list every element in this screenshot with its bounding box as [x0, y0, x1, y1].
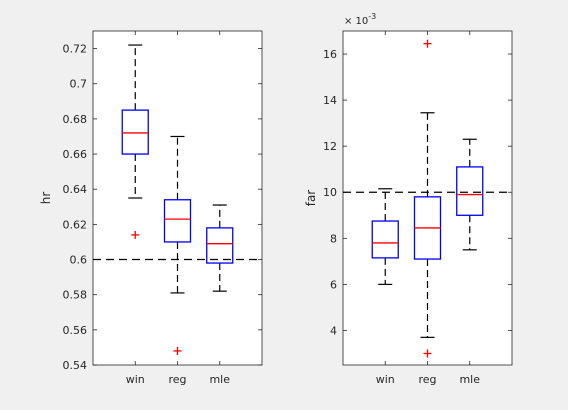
- box-far-win: [371, 220, 399, 259]
- y-tick-label-far-4: 12: [323, 140, 337, 153]
- y-tick-label-far-0: 4: [330, 324, 337, 337]
- y-tick-label-hr-5: 0.64: [63, 183, 88, 196]
- box-far-mle: [456, 166, 484, 216]
- y-tick-label-hr-0: 0.54: [63, 359, 88, 372]
- y-tick-label-hr-3: 0.6: [70, 254, 88, 267]
- x-tick-label-hr-reg: reg: [168, 373, 186, 386]
- y-tick-label-far-3: 10: [323, 186, 337, 199]
- y-tick-label-far-2: 8: [330, 232, 337, 245]
- panel-hr: 0.54 0.56 0.58 0.6 0.62 0.64 0.66 0.68 0.7 0.72 w…: [39, 30, 263, 386]
- boxes-hr: [93, 44, 262, 355]
- y-tick-label-hr-6: 0.66: [63, 148, 88, 161]
- y-tick-label-hr-1: 0.56: [63, 324, 88, 337]
- x-ticks-hr: win reg mle: [126, 31, 230, 386]
- y-axis-label-far: far: [304, 190, 318, 207]
- y-tick-label-hr-4: 0.62: [63, 218, 88, 231]
- x-tick-label-hr-win: win: [126, 373, 145, 386]
- exponent-power: -3: [368, 12, 376, 21]
- y-tick-label-far-5: 14: [323, 94, 337, 107]
- y-tick-label-hr-7: 0.68: [63, 113, 88, 126]
- y-ticks-far: 4 6 8 10 12 14 16: [323, 48, 512, 337]
- x-tick-label-far-reg: reg: [418, 373, 436, 386]
- y-exponent-label-far: × 10-3: [344, 12, 376, 27]
- x-tick-label-far-mle: mle: [459, 373, 480, 386]
- box-hr-reg: [163, 199, 192, 243]
- x-tick-label-far-win: win: [376, 373, 395, 386]
- boxes-far: [343, 39, 512, 358]
- y-tick-label-far-6: 16: [323, 48, 337, 61]
- exponent-base: × 10: [344, 16, 368, 27]
- outlier-far-reg-0: [423, 39, 432, 48]
- y-tick-label-hr-8: 0.7: [70, 78, 88, 91]
- box-hr-mle: [206, 227, 234, 264]
- y-tick-label-hr-9: 0.72: [63, 43, 88, 56]
- y-ticks-hr: 0.54 0.56 0.58 0.6 0.62 0.64 0.66 0.68 0.7 0.72: [63, 43, 262, 372]
- y-tick-label-hr-2: 0.58: [63, 289, 88, 302]
- outlier-far-reg-1: [423, 349, 432, 358]
- outlier-hr-win-0: [131, 230, 140, 239]
- y-tick-label-far-1: 6: [330, 278, 337, 291]
- outlier-hr-reg-0: [173, 346, 182, 355]
- x-tick-label-hr-mle: mle: [209, 373, 230, 386]
- panel-far: 4 6 8 10 12 14 16 win reg mle far × 10-3: [304, 12, 513, 386]
- y-axis-label-hr: hr: [39, 192, 53, 205]
- x-ticks-far: win reg mle: [376, 31, 480, 386]
- box-hr-win: [121, 109, 149, 155]
